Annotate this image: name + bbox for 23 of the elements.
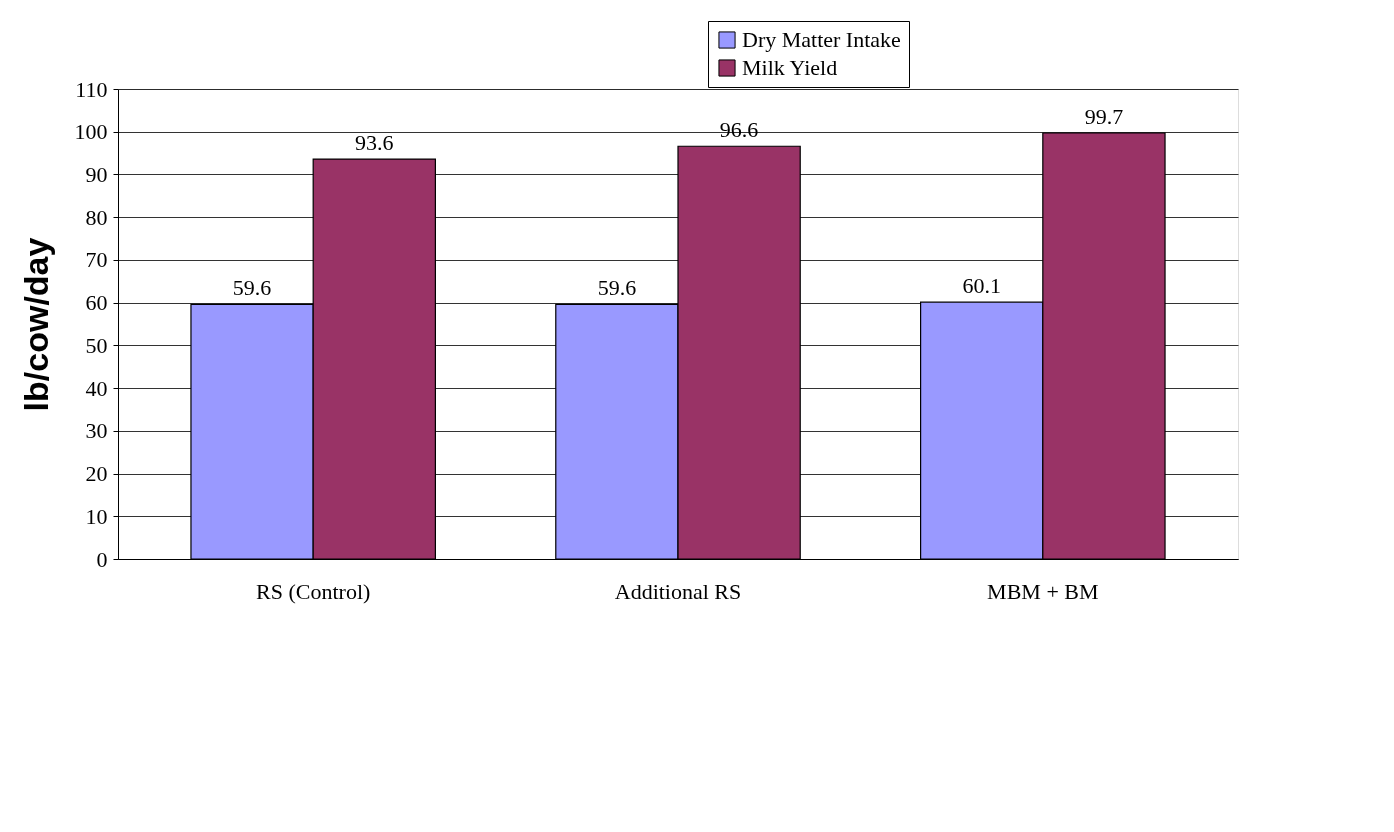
y-tick-label: 80 xyxy=(85,204,108,230)
x-tick-label: Additional RS xyxy=(614,578,742,604)
x-tick-label: RS (Control) xyxy=(256,578,371,604)
legend-label: Milk Yield xyxy=(742,55,838,80)
data-label: 60.1 xyxy=(962,273,1001,299)
y-tick-label: 0 xyxy=(96,546,108,572)
y-axis-title: lb/cow/day xyxy=(16,237,55,412)
y-tick-label: 20 xyxy=(85,461,108,487)
data-label: 59.6 xyxy=(232,275,272,301)
y-tick-label: 90 xyxy=(85,161,108,187)
y-tick-label: 10 xyxy=(85,503,108,529)
y-tick-label: 40 xyxy=(85,375,108,401)
x-tick-label: MBM + BM xyxy=(987,578,1099,604)
y-tick-label: 70 xyxy=(85,247,108,273)
data-label: 59.6 xyxy=(597,275,637,301)
data-label: 99.7 xyxy=(1084,104,1124,130)
legend-label: Dry Matter Intake xyxy=(742,27,901,52)
y-tick-label: 100 xyxy=(74,119,108,145)
y-tick-label: 50 xyxy=(85,332,108,358)
y-tick-label: 110 xyxy=(75,76,108,102)
data-label: 93.6 xyxy=(355,130,394,156)
y-tick-label: 60 xyxy=(85,290,108,316)
y-tick-label: 30 xyxy=(85,418,108,444)
